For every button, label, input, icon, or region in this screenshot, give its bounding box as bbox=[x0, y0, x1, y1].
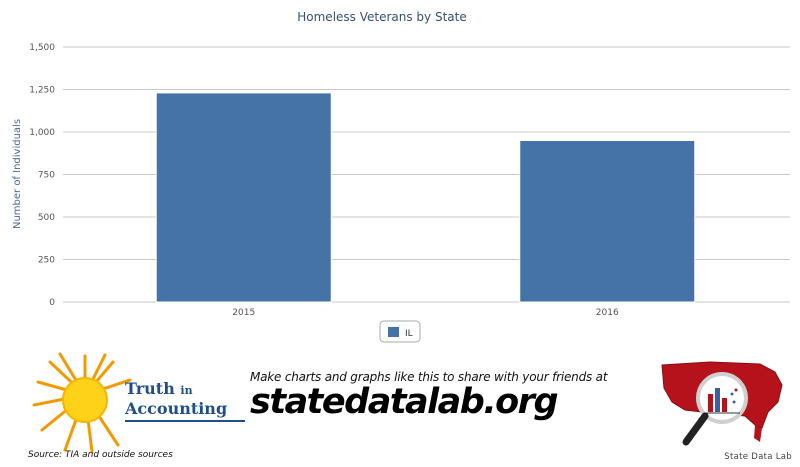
legend-label: IL bbox=[405, 329, 413, 339]
legend-swatch bbox=[388, 327, 399, 337]
bar-2015[interactable] bbox=[155, 92, 332, 303]
promo-text: Make charts and graphs like this to shar… bbox=[250, 370, 608, 384]
legend[interactable]: IL bbox=[379, 320, 421, 343]
bar-2016[interactable] bbox=[519, 140, 696, 303]
footer: Truth in Accounting Source: TIA and outs… bbox=[0, 345, 800, 467]
source-note: Source: TIA and outside sources bbox=[28, 450, 173, 460]
promo-url[interactable]: statedatalab.org bbox=[250, 382, 559, 422]
chart-title: Homeless Veterans by State bbox=[297, 10, 466, 24]
bars bbox=[155, 92, 696, 303]
y-axis-ticks: 0 250 500 750 1,000 1,250 1,500 bbox=[29, 43, 55, 308]
legend-box[interactable] bbox=[379, 320, 421, 343]
y-axis-label: Number of Individuals bbox=[12, 119, 23, 229]
tia-word-truth: Truth bbox=[125, 379, 175, 398]
truth-in-accounting-logo[interactable]: Truth in Accounting bbox=[30, 350, 245, 462]
x-axis-ticks: 2015 2016 bbox=[232, 308, 619, 318]
state-data-lab-caption: State Data Lab bbox=[724, 452, 792, 462]
tia-word-in: in bbox=[180, 384, 193, 397]
y-tick-label: 1,500 bbox=[29, 43, 55, 53]
promo: Make charts and graphs like this to shar… bbox=[250, 370, 610, 422]
state-data-lab-logo[interactable] bbox=[650, 350, 795, 455]
tia-word-accounting: Accounting bbox=[125, 399, 228, 418]
y-tick-label: 1,000 bbox=[29, 128, 55, 138]
sun-icon bbox=[32, 352, 132, 454]
tia-wordmark: Truth in Accounting bbox=[125, 380, 227, 418]
us-map-magnifier-icon bbox=[661, 361, 783, 446]
x-tick-label: 2015 bbox=[232, 308, 255, 318]
chart: Homeless Veterans by State Number of Ind… bbox=[12, 10, 790, 343]
y-tick-label: 500 bbox=[38, 213, 55, 223]
x-tick-label: 2016 bbox=[596, 308, 619, 318]
tia-underline bbox=[125, 420, 245, 422]
y-tick-label: 0 bbox=[49, 298, 55, 308]
y-tick-label: 1,250 bbox=[29, 86, 55, 96]
y-tick-label: 750 bbox=[38, 171, 55, 181]
y-tick-label: 250 bbox=[38, 256, 55, 266]
